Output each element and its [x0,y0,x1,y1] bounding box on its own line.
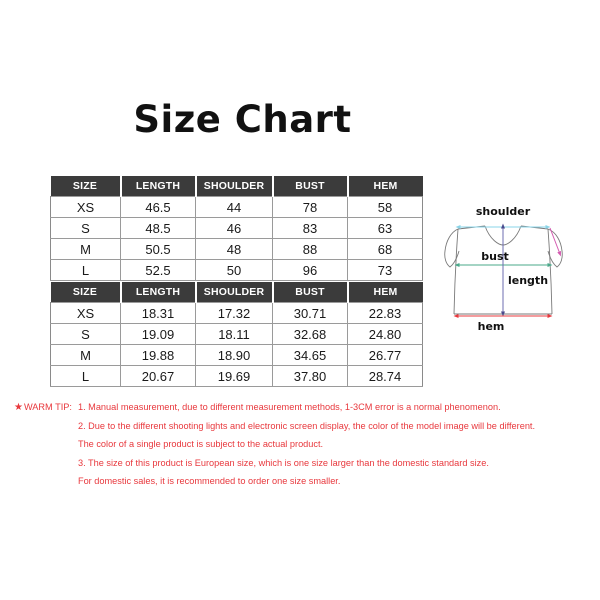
cell-bust: 88 [272,238,348,260]
cell-size: S [50,323,121,345]
cell-size: L [50,259,121,281]
table-row: L 52.5 50 96 73 [50,259,423,281]
column-header-bust: BUST [272,282,349,303]
column-header-hem: HEM [347,176,423,197]
cell-bust: 96 [272,259,348,281]
cell-size: XS [50,196,121,218]
cell-hem: 58 [347,196,423,218]
cell-size: S [50,217,121,239]
garment-measurement-diagram: shoulder bust length hem [440,196,598,346]
cell-length: 52.5 [120,259,196,281]
page-title: Size Chart [133,98,352,141]
cell-shoulder: 50 [195,259,273,281]
warm-tip-line: 2. Due to the different shooting lights … [77,420,536,431]
cell-bust: 37.80 [272,365,348,387]
table-row: M 19.88 18.90 34.65 26.77 [50,344,423,366]
cell-hem: 63 [347,217,423,239]
table-row: L 20.67 19.69 37.80 28.74 [50,365,423,387]
size-table-inch: SIZE LENGTH SHOULDER BUST HEM XS 18.31 1… [50,282,423,387]
cell-hem: 68 [347,238,423,260]
cell-bust: 34.65 [272,344,348,366]
cell-hem: 22.83 [347,302,423,324]
column-header-length: LENGTH [120,176,197,197]
cell-shoulder: 18.90 [195,344,273,366]
warm-tip-line: 3. The size of this product is European … [77,457,489,468]
warm-tip-lines: 1. Manual measurement, due to different … [78,398,588,491]
warm-tip-block: ★WARM TIP: 1. Manual measurement, due to… [14,398,594,491]
cell-length: 48.5 [120,217,196,239]
cell-size: M [50,344,121,366]
cell-size: M [50,238,121,260]
table-header-row: SIZE LENGTH SHOULDER BUST HEM [50,282,423,303]
star-icon: ★ [14,402,23,413]
table-row: M 50.5 48 88 68 [50,238,423,260]
cell-length: 50.5 [120,238,196,260]
warm-tip-label: WARM TIP: [23,402,72,412]
column-header-length: LENGTH [120,282,197,303]
column-header-shoulder: SHOULDER [195,176,274,197]
column-header-hem: HEM [347,282,423,303]
column-header-size: SIZE [50,176,122,197]
sleeve-measure-arrow [549,227,561,257]
cell-shoulder: 44 [195,196,273,218]
warm-tip-line: For domestic sales, it is recommended to… [77,476,341,486]
cell-length: 19.09 [120,323,196,345]
size-table-cm: SIZE LENGTH SHOULDER BUST HEM XS 46.5 44… [50,176,423,281]
cell-length: 19.88 [120,344,196,366]
column-header-size: SIZE [50,282,122,303]
cell-shoulder: 46 [195,217,273,239]
diagram-label-hem: hem [478,320,505,333]
warm-tip-line: 1. Manual measurement, due to different … [77,402,501,412]
table-row: S 48.5 46 83 63 [50,217,423,239]
cell-shoulder: 48 [195,238,273,260]
table-row: XS 18.31 17.32 30.71 22.83 [50,302,423,324]
table-row: S 19.09 18.11 32.68 24.80 [50,323,423,345]
cell-length: 18.31 [120,302,196,324]
cell-shoulder: 18.11 [195,323,273,345]
diagram-label-shoulder: shoulder [476,205,531,218]
column-header-bust: BUST [272,176,349,197]
cell-size: XS [50,302,121,324]
warm-tip-heading: ★WARM TIP: [14,398,72,418]
warm-tip-line: The color of a single product is subject… [77,439,324,449]
cell-bust: 32.68 [272,323,348,345]
cell-hem: 28.74 [347,365,423,387]
cell-shoulder: 17.32 [195,302,273,324]
cell-length: 20.67 [120,365,196,387]
cell-hem: 73 [347,259,423,281]
cell-length: 46.5 [120,196,196,218]
diagram-label-bust: bust [481,250,509,263]
cell-hem: 26.77 [347,344,423,366]
cell-shoulder: 19.69 [195,365,273,387]
table-header-row: SIZE LENGTH SHOULDER BUST HEM [50,176,423,197]
cell-bust: 30.71 [272,302,348,324]
column-header-shoulder: SHOULDER [195,282,274,303]
cell-bust: 78 [272,196,348,218]
cell-size: L [50,365,121,387]
diagram-label-length: length [508,274,548,287]
cell-hem: 24.80 [347,323,423,345]
cell-bust: 83 [272,217,348,239]
table-row: XS 46.5 44 78 58 [50,196,423,218]
